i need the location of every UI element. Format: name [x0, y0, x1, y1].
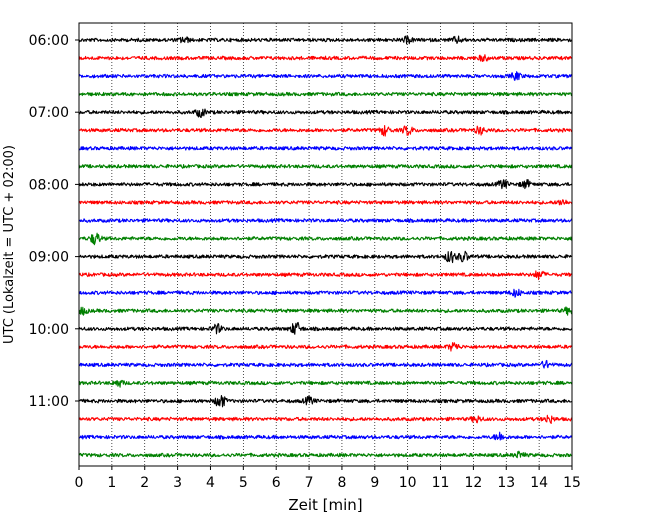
seismic-trace-0945	[78, 306, 573, 316]
seismic-trace-0845	[78, 232, 573, 246]
seismic-trace-1145	[78, 450, 573, 459]
x-tick-label: 0	[75, 475, 84, 491]
x-tick-label: 10	[399, 475, 417, 491]
seismic-trace-0630	[78, 71, 573, 81]
seismic-trace-1130	[78, 431, 573, 441]
seismic-trace-1000	[78, 321, 573, 335]
seismic-trace-0900	[78, 250, 573, 264]
seismic-trace-0645	[78, 91, 573, 97]
seismic-trace-1100	[78, 395, 573, 408]
x-tick-label: 14	[530, 475, 548, 491]
y-axis-title: UTC (Lokalzeit = UTC + 02:00)	[2, 145, 17, 344]
x-tick-label: 4	[206, 475, 215, 491]
seismic-trace-1030	[78, 359, 573, 369]
x-axis: 0 1 2 3 4 5 6 7 8 9 10 11 12 13 14 15	[75, 466, 581, 491]
y-tick-label: 06:00	[29, 33, 69, 49]
x-tick-label: 8	[337, 475, 346, 491]
y-axis: 06:00 07:00 08:00 09:00 10:00 11:00	[29, 33, 79, 410]
seismic-trace-0600	[78, 35, 573, 45]
seismic-trace-0730	[78, 145, 573, 151]
seismic-trace-0715	[78, 125, 573, 137]
x-tick-label: 12	[464, 475, 482, 491]
seismic-trace-0800	[78, 178, 573, 190]
grid-lines	[111, 23, 540, 466]
x-axis-title: Zeit [min]	[288, 496, 362, 514]
seismic-trace-0815	[78, 199, 573, 206]
seismic-trace-0745	[78, 164, 573, 169]
seismic-trace-1115	[78, 414, 573, 425]
y-tick-label: 09:00	[29, 250, 69, 266]
x-tick-label: 7	[305, 475, 314, 491]
seismic-trace-0915	[78, 270, 573, 281]
x-tick-label: 2	[140, 475, 149, 491]
plot-frame	[78, 22, 573, 467]
x-tick-label: 15	[563, 475, 581, 491]
y-tick-label: 08:00	[29, 177, 69, 193]
seismic-trace-0615	[78, 54, 573, 63]
x-tick-label: 6	[272, 475, 281, 491]
y-tick-label: 10:00	[29, 322, 69, 338]
x-tick-label: 1	[107, 475, 116, 491]
seismic-trace-0930	[78, 288, 573, 298]
x-tick-label: 5	[239, 475, 248, 491]
seismic-trace-1045	[78, 379, 573, 388]
x-tick-label: 11	[432, 475, 450, 491]
seismic-trace-0830	[78, 218, 573, 223]
x-tick-label: 13	[497, 475, 515, 491]
x-tick-label: 9	[370, 475, 379, 491]
y-tick-label: 11:00	[29, 394, 69, 410]
y-tick-label: 07:00	[29, 105, 69, 121]
x-tick-label: 3	[173, 475, 182, 491]
seismic-trace-1015	[78, 342, 573, 352]
seismic-trace-0700	[78, 108, 573, 119]
seismic-traces	[78, 35, 573, 459]
